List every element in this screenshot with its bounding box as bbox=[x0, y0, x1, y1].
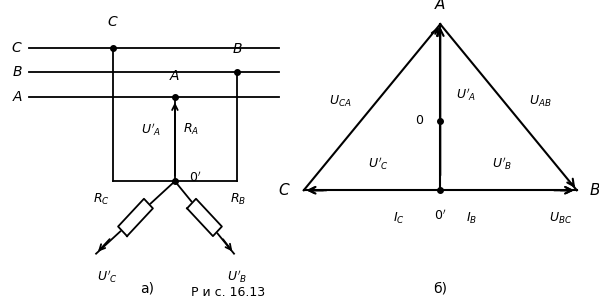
Text: $U'_B$: $U'_B$ bbox=[492, 156, 512, 172]
Text: $U'_B$: $U'_B$ bbox=[226, 269, 247, 285]
Polygon shape bbox=[187, 199, 222, 236]
Text: $R_C$: $R_C$ bbox=[93, 192, 110, 207]
Text: $C$: $C$ bbox=[279, 182, 291, 198]
Text: $C$: $C$ bbox=[107, 15, 119, 29]
Text: $0$: $0$ bbox=[415, 114, 424, 127]
Text: б): б) bbox=[433, 282, 447, 296]
Text: $U'_C$: $U'_C$ bbox=[97, 269, 118, 285]
Text: $B$: $B$ bbox=[589, 182, 599, 198]
Text: $I_B$: $I_B$ bbox=[467, 211, 477, 226]
Text: $B$: $B$ bbox=[12, 66, 23, 79]
Text: $I_C$: $I_C$ bbox=[393, 211, 405, 226]
Polygon shape bbox=[118, 199, 153, 236]
Text: $B$: $B$ bbox=[231, 42, 242, 56]
Text: а): а) bbox=[140, 282, 154, 296]
Text: $A$: $A$ bbox=[11, 90, 23, 104]
Text: $U'_A$: $U'_A$ bbox=[141, 122, 161, 138]
Text: $R_A$: $R_A$ bbox=[183, 122, 199, 137]
Text: $U_{BC}$: $U_{BC}$ bbox=[549, 211, 573, 226]
Text: $U_{CA}$: $U_{CA}$ bbox=[329, 94, 352, 109]
Text: $U'_A$: $U'_A$ bbox=[456, 87, 476, 103]
Text: $U_{AB}$: $U_{AB}$ bbox=[529, 94, 552, 109]
Text: $A$: $A$ bbox=[170, 69, 180, 83]
Text: $U'_C$: $U'_C$ bbox=[368, 156, 389, 172]
Text: Р и с. 16.13: Р и с. 16.13 bbox=[190, 286, 265, 299]
Text: $A$: $A$ bbox=[434, 0, 446, 12]
Text: $C$: $C$ bbox=[11, 41, 23, 55]
Text: $0'$: $0'$ bbox=[189, 171, 201, 185]
Text: $0'$: $0'$ bbox=[434, 208, 446, 223]
Text: $R_B$: $R_B$ bbox=[230, 192, 246, 207]
